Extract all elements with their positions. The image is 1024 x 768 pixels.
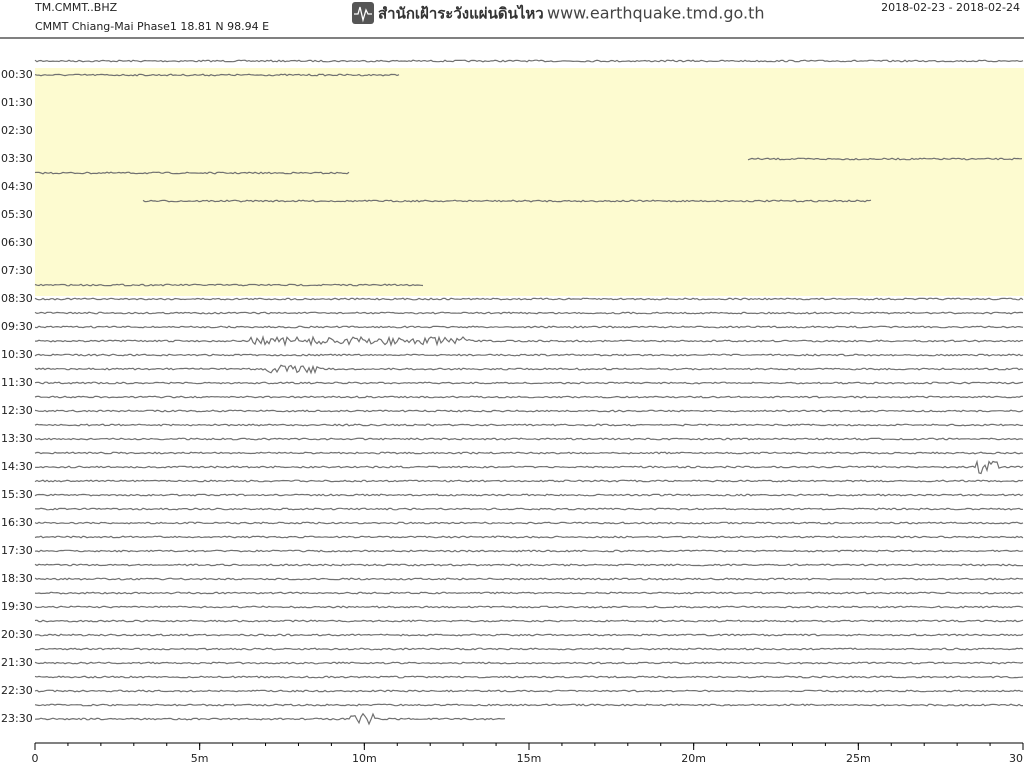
row-label: 15:30 [1,488,33,501]
row-label: 21:30 [1,656,33,669]
trace [34,423,1024,427]
gap-region [35,68,1024,296]
trace [35,647,1024,651]
row-label: 23:30 [1,712,33,725]
trace [142,199,872,203]
x-tick-label: 15m [517,752,542,765]
trace [34,283,424,287]
location: CMMT Chiang-Mai Phase1 18.81 N 98.94 E [35,20,269,33]
trace [34,353,1024,357]
trace [34,675,1024,679]
logo [352,2,374,24]
row-label: 08:30 [1,292,33,305]
trace [34,395,1024,399]
trace [34,325,1024,329]
trace [34,73,400,77]
url: www.earthquake.tmd.go.th [547,4,765,23]
trace [34,479,1024,483]
date-range: 2018-02-23 - 2018-02-24 [881,1,1020,14]
trace [34,591,1024,595]
trace [34,563,1024,567]
x-tick-label: 0 [32,752,39,765]
x-tick-label: 10m [352,752,377,765]
row-label: 02:30 [1,124,33,137]
row-label: 06:30 [1,236,33,249]
trace [34,577,1023,581]
trace [34,451,1024,455]
station: TM.CMMT..BHZ [34,1,118,14]
row-label: 05:30 [1,208,33,221]
trace [34,364,1024,375]
org: สำนักเฝ้าระวังแผ่นดินไหว [378,4,544,23]
trace [34,605,1024,609]
trace [34,297,1024,301]
trace [34,619,1024,623]
trace [35,334,1024,347]
row-label: 19:30 [1,600,33,613]
trace [34,171,350,175]
row-label: 01:30 [1,96,33,109]
trace [34,507,1024,511]
row-label: 00:30 [1,68,33,81]
trace [747,157,1023,161]
trace [34,409,1024,413]
trace [34,661,1024,665]
trace [34,521,1024,525]
row-label: 22:30 [1,684,33,697]
row-label: 12:30 [1,404,33,417]
row-label: 13:30 [1,432,33,445]
trace [34,703,1023,707]
row-label: 11:30 [1,376,33,389]
trace [34,633,1024,637]
row-label: 20:30 [1,628,33,641]
trace [34,311,1024,315]
trace [34,549,1024,553]
x-tick-label: 25m [846,752,871,765]
x-tick-label: 30 [1009,752,1023,765]
row-label: 18:30 [1,572,33,585]
trace [34,437,1024,441]
trace [34,381,1024,385]
row-label: 17:30 [1,544,33,557]
x-tick-label: 20m [681,752,706,765]
trace [34,712,506,726]
trace [34,459,1024,475]
row-label: 16:30 [1,516,33,529]
trace [34,535,1024,539]
row-label: 03:30 [1,152,33,165]
x-tick-label: 5m [191,752,209,765]
row-label: 10:30 [1,348,33,361]
row-label: 04:30 [1,180,33,193]
trace [34,493,1024,497]
trace [34,59,1024,63]
row-label: 14:30 [1,460,33,473]
row-label: 09:30 [1,320,33,333]
trace [34,689,1024,693]
row-label: 07:30 [1,264,33,277]
